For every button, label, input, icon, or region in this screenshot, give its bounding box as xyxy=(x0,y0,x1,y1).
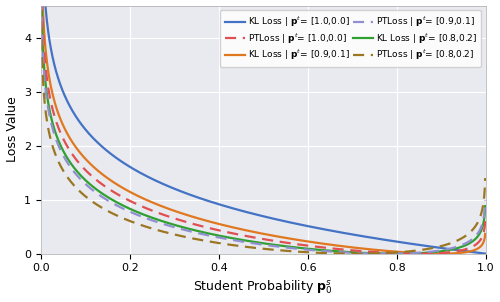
KL Loss | $\mathbf{p}^t$= [0.9,0.1] xyxy=(84,159,89,162)
KL Loss | $\mathbf{p}^t$= [0.8,0.2] xyxy=(394,252,400,255)
KL Loss | $\mathbf{p}^t$= [0.9,0.1] xyxy=(438,252,444,255)
KL Loss | $\mathbf{p}^t$= [1.0,0.0] xyxy=(84,129,89,133)
PTLoss | $\mathbf{p}^t$= [1.0,0.0] xyxy=(84,169,89,173)
KL Loss | $\mathbf{p}^t$= [0.8,0.2] xyxy=(482,204,488,208)
Line: PTLoss | $\mathbf{p}^t$= [0.9,0.1]: PTLoss | $\mathbf{p}^t$= [0.9,0.1] xyxy=(42,0,485,254)
KL Loss | $\mathbf{p}^t$= [0.9,0.1] xyxy=(343,245,349,249)
Line: KL Loss | $\mathbf{p}^t$= [0.9,0.1]: KL Loss | $\mathbf{p}^t$= [0.9,0.1] xyxy=(42,0,485,254)
PTLoss | $\mathbf{p}^t$= [1.0,0.0] xyxy=(234,232,240,236)
KL Loss | $\mathbf{p}^t$= [0.9,0.1] xyxy=(482,232,488,236)
PTLoss | $\mathbf{p}^t$= [1.0,0.0] xyxy=(343,248,349,252)
PTLoss | $\mathbf{p}^t$= [0.9,0.1] xyxy=(234,239,240,243)
Line: KL Loss | $\mathbf{p}^t$= [1.0,0.0]: KL Loss | $\mathbf{p}^t$= [1.0,0.0] xyxy=(42,0,485,254)
PTLoss | $\mathbf{p}^t$= [0.8,0.2] xyxy=(84,196,89,199)
KL Loss | $\mathbf{p}^t$= [0.8,0.2] xyxy=(84,180,89,183)
PTLoss | $\mathbf{p}^t$= [1.0,0.0] xyxy=(384,251,390,255)
PTLoss | $\mathbf{p}^t$= [1.0,0.0] xyxy=(218,229,224,233)
KL Loss | $\mathbf{p}^t$= [0.9,0.1] xyxy=(234,226,240,230)
KL Loss | $\mathbf{p}^t$= [1.0,0.0] xyxy=(482,252,488,255)
PTLoss | $\mathbf{p}^t$= [1.0,0.0] xyxy=(482,219,488,222)
PTLoss | $\mathbf{p}^t$= [0.8,0.2] xyxy=(482,176,488,180)
KL Loss | $\mathbf{p}^t$= [1.0,0.0] xyxy=(392,239,398,243)
PTLoss | $\mathbf{p}^t$= [0.8,0.2] xyxy=(234,244,240,247)
KL Loss | $\mathbf{p}^t$= [1.0,0.0] xyxy=(384,238,390,242)
PTLoss | $\mathbf{p}^t$= [0.9,0.1] xyxy=(384,252,390,255)
PTLoss | $\mathbf{p}^t$= [1.0,0.0] xyxy=(416,252,422,255)
KL Loss | $\mathbf{p}^t$= [0.9,0.1] xyxy=(384,249,390,253)
PTLoss | $\mathbf{p}^t$= [0.9,0.1] xyxy=(84,183,89,187)
KL Loss | $\mathbf{p}^t$= [1.0,0.0] xyxy=(343,232,349,235)
PTLoss | $\mathbf{p}^t$= [0.9,0.1] xyxy=(218,236,224,240)
PTLoss | $\mathbf{p}^t$= [0.8,0.2] xyxy=(354,252,360,255)
PTLoss | $\mathbf{p}^t$= [0.9,0.1] xyxy=(482,198,488,202)
PTLoss | $\mathbf{p}^t$= [0.9,0.1] xyxy=(343,251,349,254)
PTLoss | $\mathbf{p}^t$= [0.8,0.2] xyxy=(218,242,224,245)
KL Loss | $\mathbf{p}^t$= [0.8,0.2] xyxy=(218,234,224,238)
Line: PTLoss | $\mathbf{p}^t$= [0.8,0.2]: PTLoss | $\mathbf{p}^t$= [0.8,0.2] xyxy=(42,22,485,254)
KL Loss | $\mathbf{p}^t$= [0.8,0.2] xyxy=(384,252,390,255)
PTLoss | $\mathbf{p}^t$= [0.8,0.2] xyxy=(385,251,391,255)
PTLoss | $\mathbf{p}^t$= [0.9,0.1] xyxy=(385,252,391,255)
KL Loss | $\mathbf{p}^t$= [1.0,0.0] xyxy=(218,203,224,207)
Legend: KL Loss | $\mathbf{p}^t$= [1.0,0.0], PTLoss | $\mathbf{p}^t$= [1.0,0.0], KL Loss: KL Loss | $\mathbf{p}^t$= [1.0,0.0], PTL… xyxy=(220,10,481,67)
KL Loss | $\mathbf{p}^t$= [0.9,0.1] xyxy=(218,223,224,226)
PTLoss | $\mathbf{p}^t$= [1.0,0.0] xyxy=(392,251,398,255)
KL Loss | $\mathbf{p}^t$= [0.8,0.2] xyxy=(343,250,349,254)
PTLoss | $\mathbf{p}^t$= [0.8,0.2] xyxy=(38,20,44,24)
Line: KL Loss | $\mathbf{p}^t$= [0.8,0.2]: KL Loss | $\mathbf{p}^t$= [0.8,0.2] xyxy=(42,0,485,254)
KL Loss | $\mathbf{p}^t$= [1.0,0.0] xyxy=(234,208,240,211)
PTLoss | $\mathbf{p}^t$= [0.9,0.1] xyxy=(393,252,399,255)
PTLoss | $\mathbf{p}^t$= [0.8,0.2] xyxy=(393,251,399,254)
X-axis label: Student Probability $\mathbf{p}_0^s$: Student Probability $\mathbf{p}_0^s$ xyxy=(194,279,333,297)
KL Loss | $\mathbf{p}^t$= [0.8,0.2] xyxy=(234,237,240,241)
Y-axis label: Loss Value: Loss Value xyxy=(6,97,18,162)
KL Loss | $\mathbf{p}^t$= [0.9,0.1] xyxy=(392,250,398,253)
KL Loss | $\mathbf{p}^t$= [0.8,0.2] xyxy=(392,252,398,255)
PTLoss | $\mathbf{p}^t$= [0.8,0.2] xyxy=(343,252,349,255)
Line: PTLoss | $\mathbf{p}^t$= [1.0,0.0]: PTLoss | $\mathbf{p}^t$= [1.0,0.0] xyxy=(42,0,485,254)
